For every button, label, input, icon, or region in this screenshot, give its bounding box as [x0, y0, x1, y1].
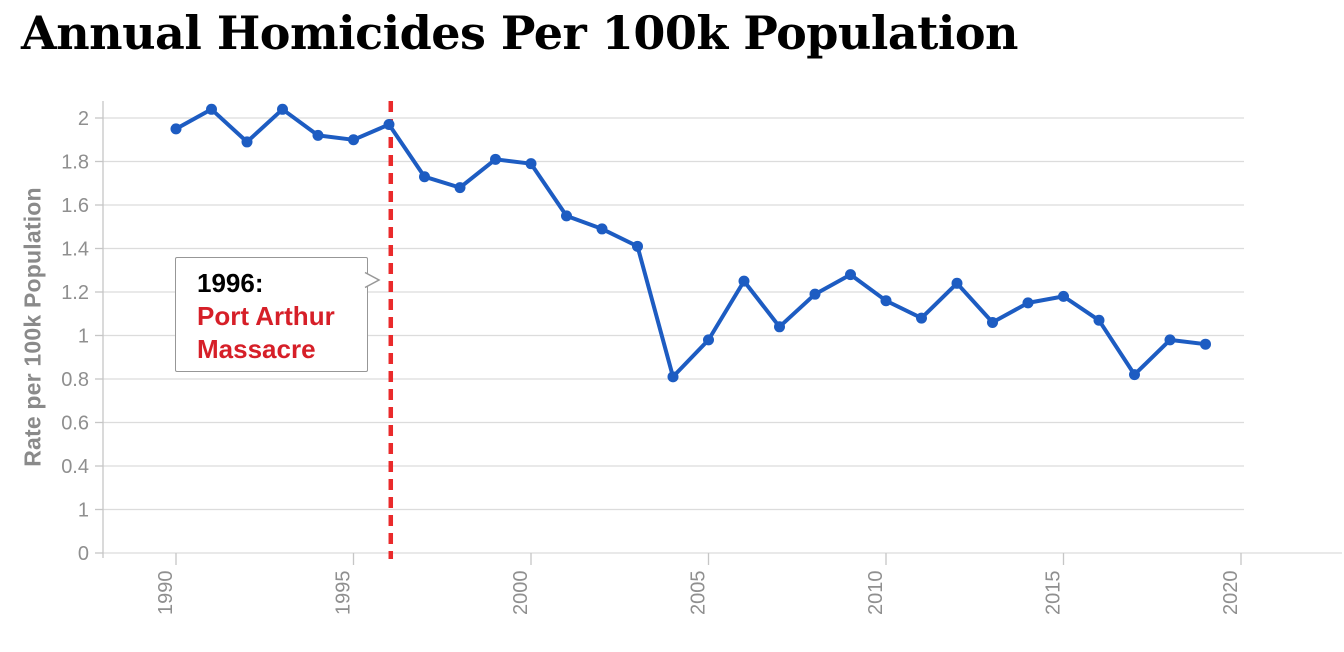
y-tick-label: 1.6 [61, 195, 89, 217]
data-point [1058, 290, 1069, 302]
chart-title: Annual Homicides Per 100k Population [21, 6, 1019, 60]
data-point [1022, 297, 1034, 309]
y-tick-label: 1.2 [61, 282, 89, 304]
annotation-callout-arrow [364, 271, 381, 289]
y-tick-label: 1 [78, 326, 89, 348]
data-point [454, 182, 466, 194]
x-tick-label: 1990 [155, 571, 177, 616]
x-tick-label: 2005 [688, 571, 710, 616]
data-point [809, 288, 821, 300]
annotation-event-label: Port Arthur Massacre [197, 301, 335, 364]
data-point [667, 371, 679, 383]
data-point [277, 103, 288, 115]
y-tick-label: 1.4 [61, 239, 89, 261]
data-point [1129, 369, 1140, 381]
data-point [1164, 334, 1176, 346]
data-point [916, 312, 927, 324]
data-point [312, 129, 324, 141]
x-tick-label: 2020 [1220, 571, 1242, 616]
annotation-callout: 1996: Port Arthur Massacre [175, 257, 381, 372]
data-point [738, 275, 750, 287]
y-tick-label: 0 [78, 543, 89, 565]
y-tick-label: 0.8 [61, 369, 89, 391]
y-tick-label: 0.6 [61, 413, 89, 435]
x-tick-label: 2000 [510, 571, 532, 616]
data-point [845, 269, 856, 281]
y-tick-label: 1.8 [61, 152, 89, 174]
data-point [383, 119, 395, 131]
data-point [987, 316, 998, 328]
data-point [348, 134, 359, 146]
data-point [880, 295, 892, 307]
data-point [703, 334, 714, 346]
y-tick-label: 2 [78, 108, 89, 130]
data-point [206, 103, 217, 115]
data-line [174, 107, 1208, 379]
data-point [951, 277, 963, 289]
data-point [561, 210, 572, 222]
data-point [632, 240, 643, 252]
data-point [241, 136, 253, 148]
x-tick-label: 2010 [865, 571, 887, 616]
x-tick-label: 2015 [1043, 571, 1065, 616]
data-point [490, 153, 501, 165]
data-point [596, 223, 608, 235]
data-point [1200, 338, 1211, 350]
data-point [419, 171, 430, 183]
data-point [525, 158, 537, 170]
data-point [1093, 314, 1105, 326]
y-tick-label: 0.4 [61, 456, 89, 478]
data-point [774, 321, 785, 333]
annotation-year-label: 1996: [197, 268, 264, 298]
data-point [170, 123, 182, 135]
x-tick-label: 1995 [333, 571, 355, 616]
y-tick-label: 1 [78, 500, 89, 522]
